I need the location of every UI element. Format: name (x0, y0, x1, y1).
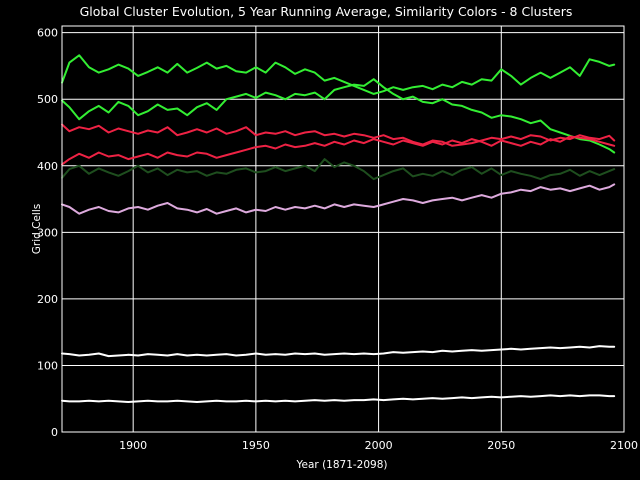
series-line-8 (61, 394, 616, 403)
x-tick-label: 2100 (610, 439, 638, 452)
y-tick-label: 600 (37, 27, 58, 40)
y-tick-label: 500 (37, 93, 58, 106)
x-tick-label: 2050 (487, 439, 515, 452)
series-line-5 (61, 158, 616, 181)
y-tick-label: 300 (37, 226, 58, 239)
x-tick-label: 1900 (119, 439, 147, 452)
series-line-4 (61, 135, 616, 166)
y-tick-label: 400 (37, 160, 58, 173)
chart-title: Global Cluster Evolution, 5 Year Running… (80, 4, 573, 19)
y-tick-label: 0 (51, 426, 58, 439)
tick-labels: 1900 1950 2000 2050 2100 0 100 200 300 400 500 600 (37, 27, 638, 452)
series-line-3 (61, 123, 616, 147)
series-line-6 (61, 183, 616, 215)
x-tick-label: 1950 (242, 439, 270, 452)
x-tick-label: 2000 (365, 439, 393, 452)
series-group (61, 54, 616, 403)
plot-frame (61, 25, 625, 433)
series-line-7 (61, 345, 616, 358)
x-axis-label: Year (1871-2098) (296, 459, 388, 471)
series-line-2 (61, 78, 616, 154)
y-tick-label: 200 (37, 293, 58, 306)
y-tick-label: 100 (37, 359, 58, 372)
series-line-1 (61, 54, 616, 95)
y-axis-label: Grid Cells (31, 204, 43, 254)
grid (62, 26, 624, 432)
